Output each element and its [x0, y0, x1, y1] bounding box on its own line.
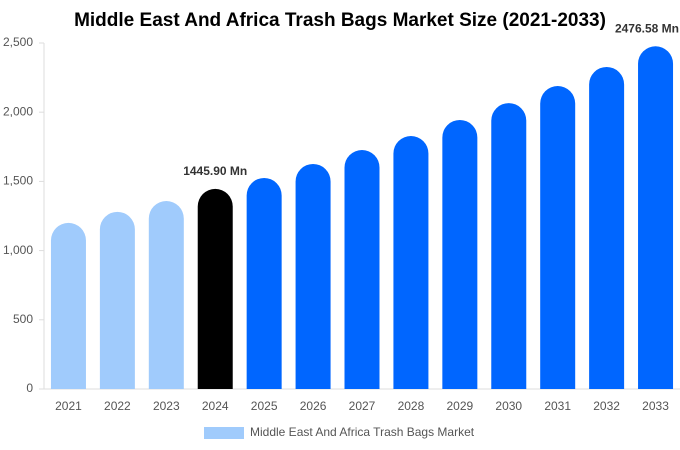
y-tick-label: 2,000	[3, 104, 33, 118]
x-tick-label: 2022	[104, 399, 131, 413]
x-tick-label: 2030	[495, 399, 522, 413]
bar	[99, 211, 135, 389]
x-tick-label: 2027	[349, 399, 376, 413]
chart-title: Middle East And Africa Trash Bags Market…	[74, 10, 606, 31]
x-tick-label: 2021	[55, 399, 82, 413]
bar	[197, 188, 233, 389]
y-tick-label: 2,500	[3, 35, 33, 49]
x-tick-label: 2026	[300, 399, 327, 413]
bar	[393, 136, 429, 389]
bar	[491, 103, 527, 389]
y-tick-label: 1,500	[3, 174, 33, 188]
bar	[540, 86, 576, 390]
bar	[589, 66, 625, 389]
x-tick-label: 2025	[251, 399, 278, 413]
bar	[638, 46, 674, 389]
x-tick-label: 2032	[593, 399, 620, 413]
legend-swatch	[204, 427, 244, 439]
value-label: 2476.58 Mn	[615, 21, 679, 35]
x-tick-label: 2023	[153, 399, 180, 413]
x-tick-label: 2028	[398, 399, 425, 413]
bar	[344, 149, 380, 389]
bar	[295, 163, 331, 389]
bar	[50, 222, 86, 389]
y-tick-label: 0	[26, 381, 33, 395]
y-tick-label: 500	[13, 312, 33, 326]
bar	[442, 119, 478, 390]
y-tick-label: 1,000	[3, 243, 33, 257]
value-label: 1445.90 Mn	[183, 164, 247, 178]
x-tick-label: 2031	[544, 399, 571, 413]
x-tick-label: 2029	[446, 399, 473, 413]
x-tick-label: 2033	[642, 399, 669, 413]
legend-label: Middle East And Africa Trash Bags Market	[250, 425, 475, 439]
bar	[246, 177, 282, 389]
x-tick-label: 2024	[202, 399, 229, 413]
bar	[148, 201, 184, 389]
